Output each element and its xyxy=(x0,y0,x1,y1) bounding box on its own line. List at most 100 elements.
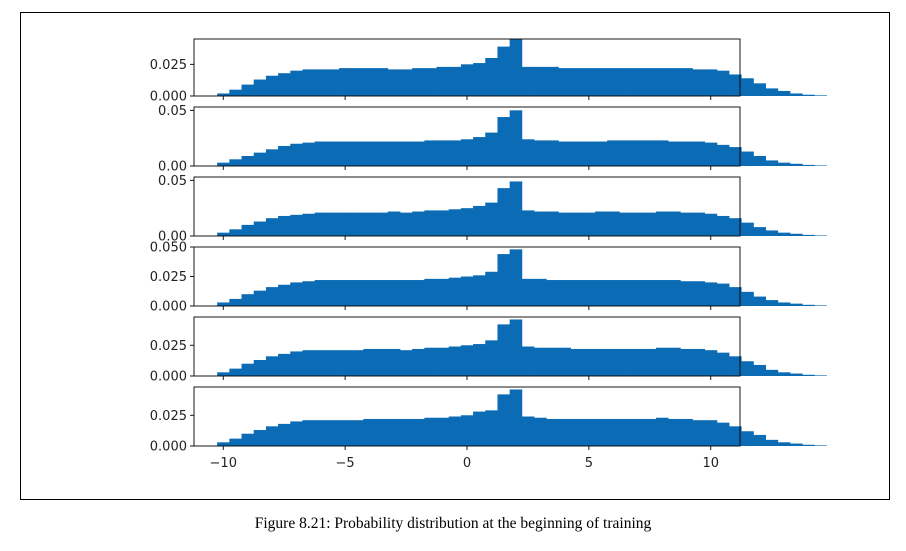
histogram-bar xyxy=(497,324,511,377)
histogram-bar xyxy=(339,280,352,306)
histogram-bar xyxy=(680,348,693,376)
histogram-bar xyxy=(448,140,462,166)
histogram-bar xyxy=(692,212,706,236)
histogram-bar xyxy=(375,212,389,236)
histogram-bar xyxy=(594,211,608,236)
histogram-bar xyxy=(509,181,523,236)
histogram-bar xyxy=(655,211,669,236)
histogram-bar xyxy=(473,137,486,166)
histogram-bar xyxy=(339,212,352,236)
histogram-bar xyxy=(509,110,523,166)
histogram-bar xyxy=(729,287,742,306)
histogram-bar xyxy=(351,141,364,166)
histogram-bar xyxy=(765,88,779,96)
y-tick-label: 0.000 xyxy=(150,300,187,315)
histogram-bar xyxy=(387,69,401,96)
histogram-bar xyxy=(765,369,779,376)
histogram-bar xyxy=(290,282,303,306)
histogram-bar xyxy=(729,426,742,446)
histogram-bar xyxy=(692,420,706,446)
histogram-bar xyxy=(521,210,535,236)
histogram-bar xyxy=(265,287,279,306)
histogram-bar xyxy=(655,280,669,306)
histogram-bar xyxy=(253,152,267,166)
histogram-bar xyxy=(241,294,255,306)
histogram-bar xyxy=(302,281,316,306)
histogram-bar xyxy=(375,141,389,166)
histogram-bar xyxy=(302,213,316,236)
histogram-bar xyxy=(229,89,242,96)
histogram-bar xyxy=(643,68,657,96)
histogram-bar xyxy=(460,139,474,166)
figure-caption: Figure 8.21: Probability distribution at… xyxy=(254,515,652,532)
histogram-bar xyxy=(753,155,766,166)
histogram-bar xyxy=(741,222,754,236)
histogram-bar xyxy=(741,431,754,446)
histogram-bar xyxy=(424,278,437,306)
histogram-bar xyxy=(448,277,462,306)
histogram-bar xyxy=(363,418,376,446)
x-tick-label: 0 xyxy=(463,456,471,471)
histogram-bar xyxy=(497,188,511,236)
histogram-bar xyxy=(436,210,450,236)
histogram-bar xyxy=(302,350,316,376)
histogram-bar xyxy=(363,280,376,306)
histogram-bar xyxy=(351,212,364,236)
histogram-bar xyxy=(448,416,462,446)
histogram-bar xyxy=(643,348,657,376)
histogram-bar xyxy=(387,418,401,446)
histogram-bar xyxy=(546,66,559,96)
histogram-bar xyxy=(424,417,437,446)
histogram-bar xyxy=(509,389,523,446)
histogram-bar xyxy=(290,421,303,446)
histogram-bar xyxy=(668,141,681,166)
histogram-bar xyxy=(546,211,559,236)
histogram-bar xyxy=(290,143,303,166)
histogram-bar xyxy=(302,420,316,446)
histogram-bar xyxy=(241,224,255,236)
histogram-bar xyxy=(339,141,352,166)
histogram-bar xyxy=(460,415,474,446)
x-tick-label: −10 xyxy=(210,456,237,471)
histogram-bar xyxy=(777,372,791,376)
histogram-bar xyxy=(704,350,718,376)
histogram-bar xyxy=(814,305,827,306)
histogram-bar xyxy=(631,140,645,166)
histogram-bar xyxy=(497,394,511,447)
y-tick-label: 0.05 xyxy=(158,104,187,119)
histogram-bar xyxy=(387,141,401,166)
histogram-bar xyxy=(704,420,718,446)
histogram-bar xyxy=(375,348,389,376)
histogram-bar xyxy=(765,439,779,446)
histogram-bar xyxy=(814,375,827,376)
histogram-bar xyxy=(473,205,486,236)
histogram-bar xyxy=(631,418,645,446)
histogram-bar xyxy=(789,303,803,306)
histogram-bar xyxy=(814,235,827,236)
histogram-bar xyxy=(387,348,401,376)
histogram-bar xyxy=(497,254,511,306)
histogram-bar xyxy=(448,209,462,236)
histogram-bar xyxy=(594,141,608,166)
histogram-bar xyxy=(387,211,401,236)
histogram-bar xyxy=(278,353,291,377)
histogram-bar xyxy=(424,347,437,376)
histogram-bar xyxy=(509,39,523,96)
histogram-bar xyxy=(582,280,596,306)
histogram-bar xyxy=(326,350,340,376)
histogram-bar xyxy=(668,418,681,446)
histogram-bar xyxy=(302,69,316,96)
histogram-bar xyxy=(534,140,547,166)
histogram-bar xyxy=(485,410,498,446)
histogram-bar xyxy=(546,418,559,446)
histogram-bar xyxy=(558,418,571,446)
histogram-bar xyxy=(789,443,803,446)
histogram-bar xyxy=(546,280,559,306)
histogram-bar xyxy=(314,420,328,446)
histogram-bar xyxy=(680,418,693,446)
histogram-bar xyxy=(558,141,571,166)
histogram-bar xyxy=(558,212,571,236)
histogram-bar xyxy=(278,145,291,166)
histogram-bar xyxy=(314,141,328,166)
histogram-bar xyxy=(729,356,742,376)
